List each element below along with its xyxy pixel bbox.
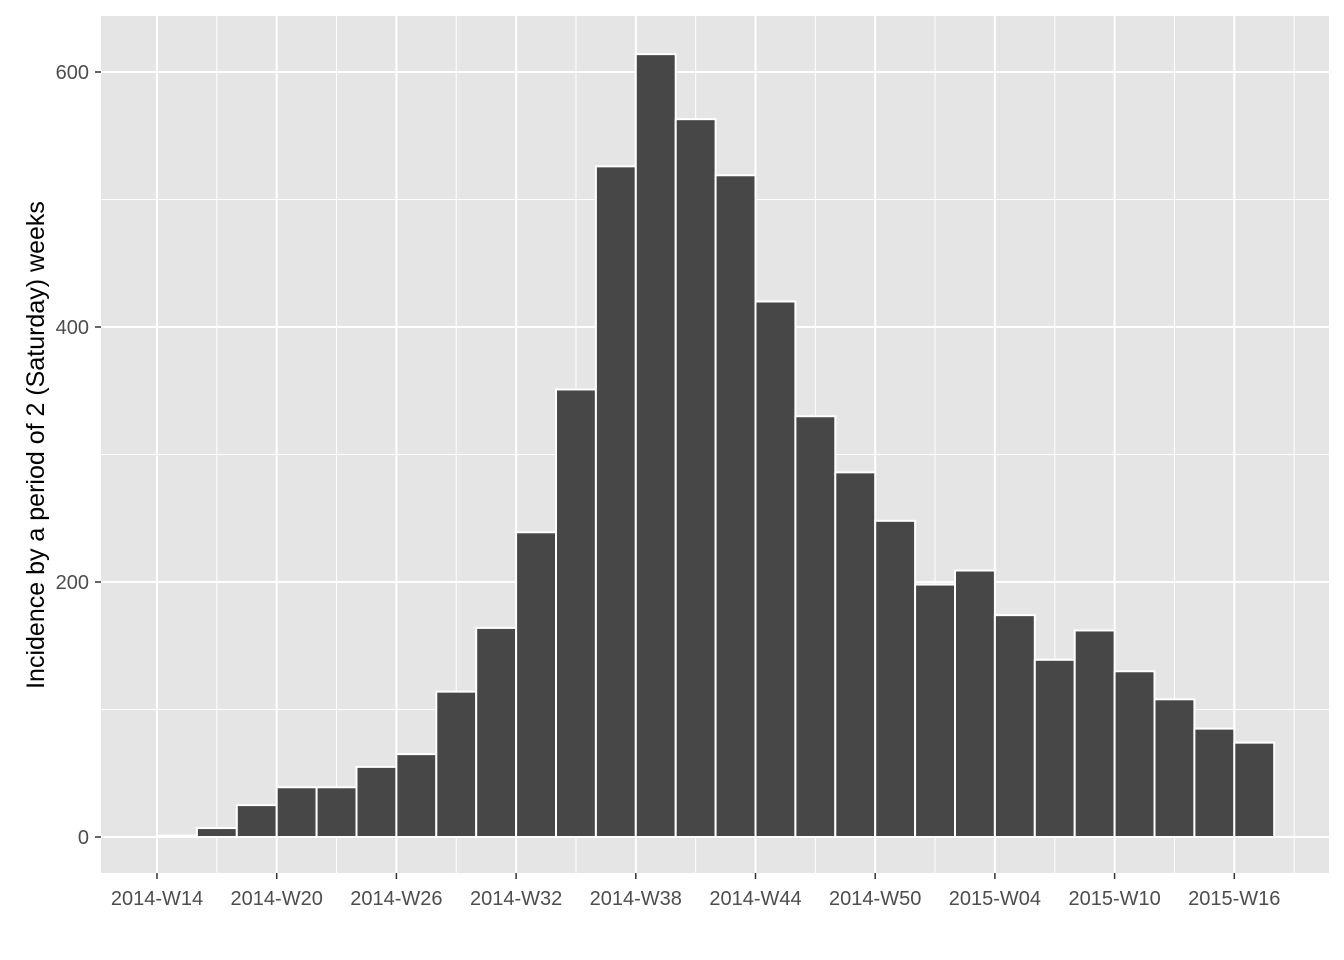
y-tick-label: 200 — [56, 572, 89, 594]
x-tick-label: 2014-W50 — [829, 888, 921, 910]
x-tick-label: 2014-W44 — [709, 888, 801, 910]
bar-2014-W46 — [794, 415, 837, 838]
bar-2015-W08 — [1073, 629, 1116, 839]
bar-2014-W20 — [275, 786, 318, 839]
x-tick-label: 2015-W10 — [1068, 888, 1160, 910]
bars-group — [156, 53, 1276, 839]
bar-2014-W28 — [435, 690, 478, 839]
bar-2014-W44 — [754, 300, 797, 838]
bar-2014-W14 — [156, 834, 198, 838]
bar-2014-W52 — [914, 583, 956, 838]
bar-2014-W24 — [355, 765, 398, 838]
x-tick-label: 2015-W04 — [949, 888, 1041, 910]
bar-2014-W30 — [475, 626, 518, 839]
x-tick-label: 2014-W14 — [111, 888, 203, 910]
bar-2014-W26 — [395, 753, 438, 838]
x-tick-label: 2014-W38 — [590, 888, 682, 910]
bar-2015-W06 — [1033, 658, 1076, 839]
bar-2015-W16 — [1233, 741, 1276, 839]
x-tick-label: 2015-W16 — [1188, 888, 1280, 910]
bar-2015-W14 — [1193, 727, 1236, 838]
y-axis: 0 200 400 600 — [56, 62, 101, 849]
bar-2014-W18 — [235, 804, 278, 838]
bar-2014-W40 — [674, 118, 717, 839]
bar-2015-W04 — [993, 614, 1036, 839]
bar-2014-W38 — [634, 53, 677, 838]
bar-2014-W48 — [834, 471, 877, 838]
bar-2014-W50 — [874, 519, 917, 838]
bar-2014-W32 — [515, 531, 557, 839]
bar-2014-W42 — [714, 174, 757, 838]
bar-2014-W22 — [315, 786, 358, 839]
y-tick-label: 600 — [56, 62, 89, 84]
bar-2015-W02 — [954, 569, 996, 839]
y-axis-title: Incidence by a period of 2 (Saturday) we… — [22, 201, 50, 689]
bar-2014-W36 — [594, 165, 637, 839]
x-axis: 2014-W14 2014-W20 2014-W26 2014-W32 2014-W38… — [111, 873, 1280, 910]
bar-2015-W12 — [1153, 698, 1196, 838]
x-tick-label: 2014-W26 — [350, 888, 442, 910]
bar-2015-W10 — [1113, 670, 1156, 838]
x-tick-label: 2014-W20 — [231, 888, 323, 910]
bar-2014-W16 — [195, 827, 238, 839]
bar-2014-W34 — [555, 388, 597, 838]
y-tick-label: 400 — [56, 317, 89, 339]
y-tick-label: 0 — [78, 827, 89, 849]
x-tick-label: 2014-W32 — [470, 888, 562, 910]
